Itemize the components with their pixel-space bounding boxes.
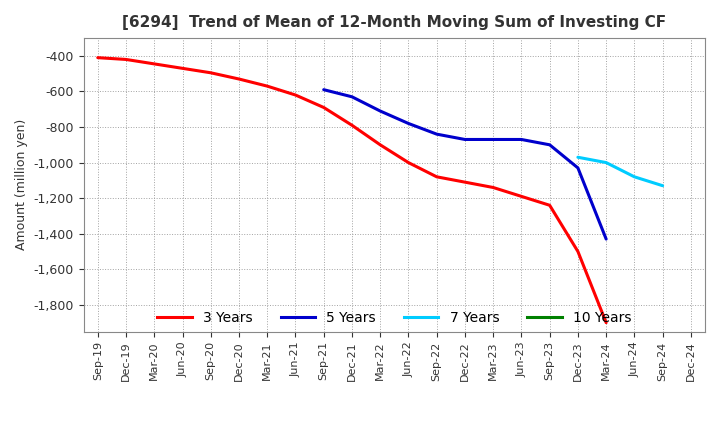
- Title: [6294]  Trend of Mean of 12-Month Moving Sum of Investing CF: [6294] Trend of Mean of 12-Month Moving …: [122, 15, 667, 30]
- Legend: 3 Years, 5 Years, 7 Years, 10 Years: 3 Years, 5 Years, 7 Years, 10 Years: [152, 305, 637, 330]
- Y-axis label: Amount (million yen): Amount (million yen): [15, 119, 28, 250]
